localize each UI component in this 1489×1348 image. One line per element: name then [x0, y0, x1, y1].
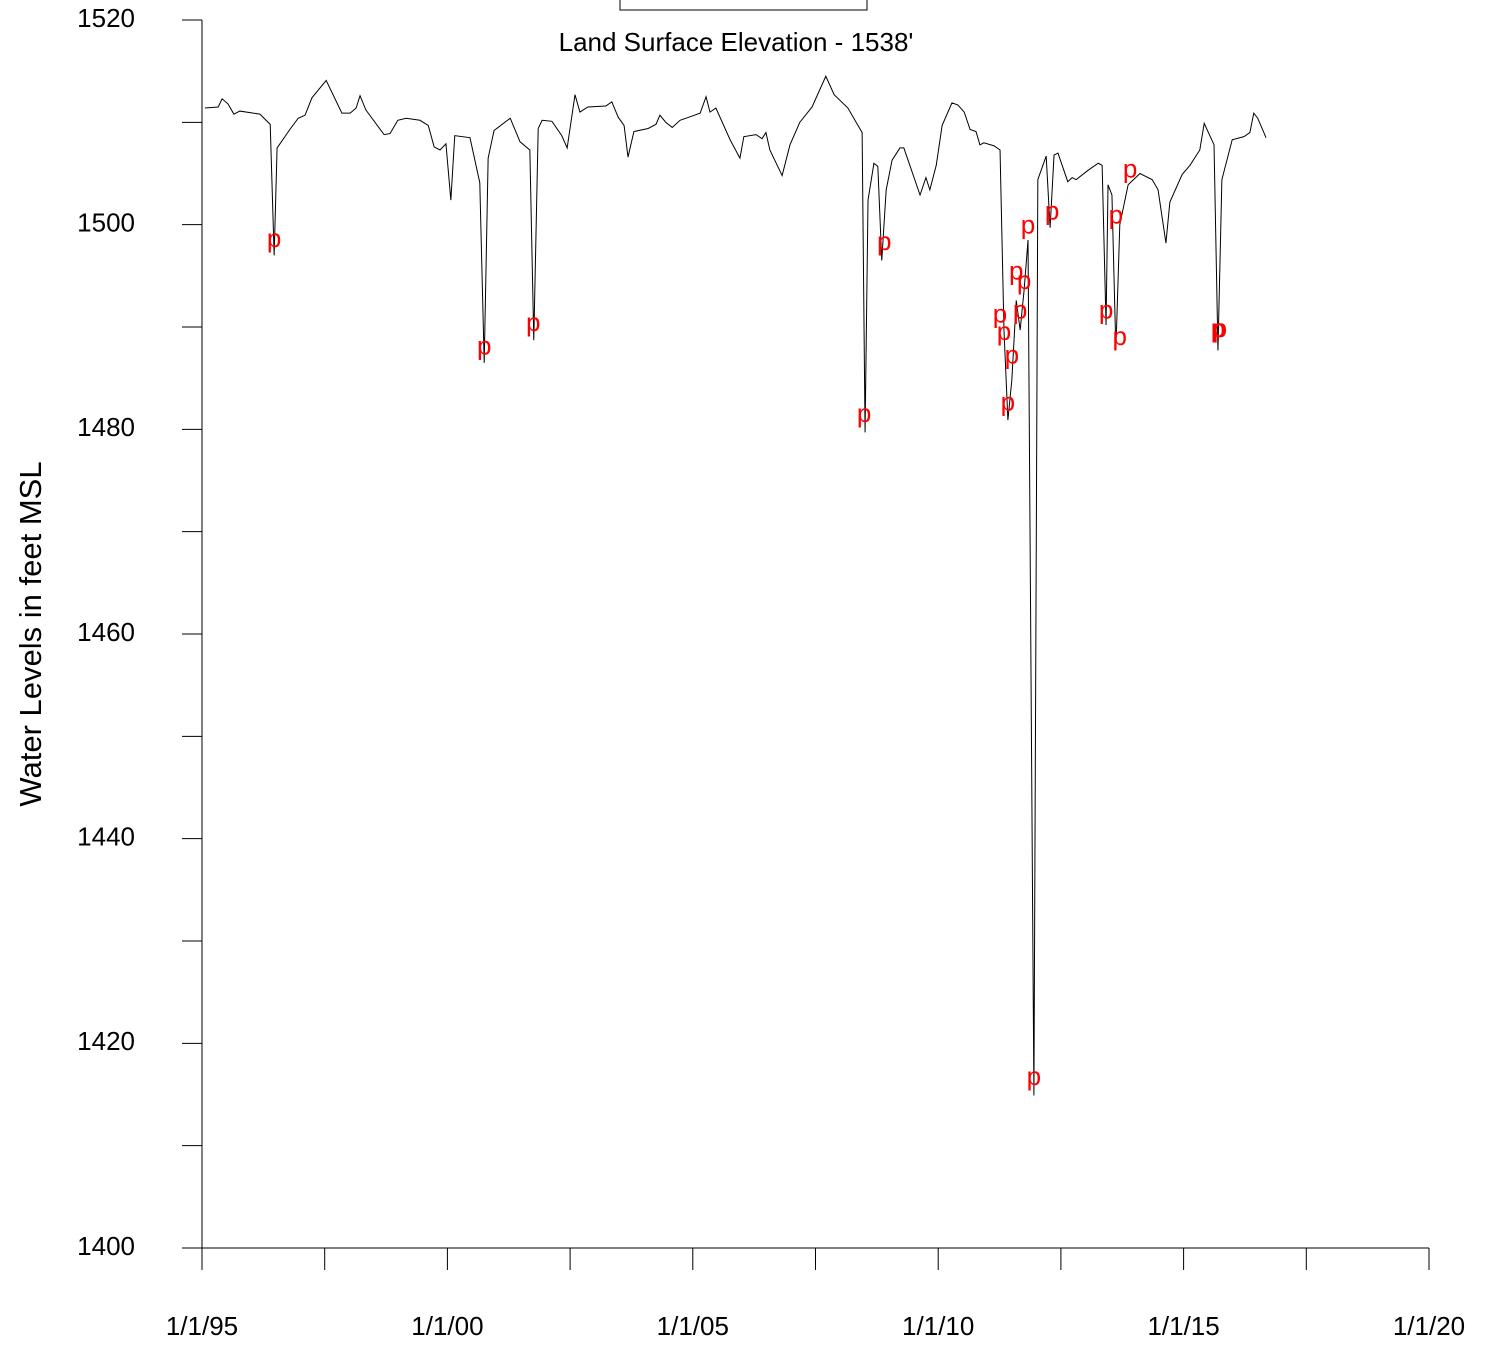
x-tick-label: 1/1/95	[166, 1311, 238, 1341]
x-tick-label: 1/1/15	[1147, 1311, 1219, 1341]
x-tick-label: 1/1/05	[657, 1311, 729, 1341]
annotation: p	[1005, 340, 1019, 370]
y-tick-label: 1480	[77, 412, 135, 442]
y-tick-label: 1500	[77, 208, 135, 238]
x-tick-label: 1/1/20	[1393, 1311, 1465, 1341]
data-line	[204, 75, 1267, 1096]
annotation: p	[477, 330, 491, 360]
chart-title: Land Surface Elevation - 1538'	[559, 27, 914, 57]
annotation: p	[1213, 313, 1227, 343]
annotation: p	[526, 307, 540, 337]
annotation: p	[1109, 199, 1123, 229]
annotation: p	[857, 398, 871, 428]
annotation: p	[1113, 321, 1127, 351]
y-tick-label: 1400	[77, 1231, 135, 1261]
title-box	[619, 0, 868, 11]
annotation: p	[1211, 313, 1225, 343]
y-axis-label: Water Levels in feet MSL	[13, 461, 48, 806]
annotation: p	[1027, 1061, 1041, 1091]
annotation: p	[1017, 265, 1031, 295]
y-tick-label: 1520	[77, 3, 135, 33]
annotation: p	[1045, 195, 1059, 225]
annotation: p	[1099, 295, 1113, 325]
annotation: p	[1013, 295, 1027, 325]
y-tick-label: 1420	[77, 1026, 135, 1056]
annotation: p	[1001, 387, 1015, 417]
annotation: p	[1123, 153, 1137, 183]
x-tick-label: 1/1/10	[902, 1311, 974, 1341]
y-tick-label: 1460	[77, 617, 135, 647]
annotation: p	[997, 316, 1011, 346]
annotation: p	[1021, 210, 1035, 240]
annotation: p	[267, 223, 281, 253]
annotation: p	[993, 299, 1007, 329]
x-tick-label: 1/1/00	[411, 1311, 483, 1341]
annotation: p	[1009, 256, 1023, 286]
annotation: p	[877, 226, 891, 256]
y-tick-label: 1440	[77, 822, 135, 852]
